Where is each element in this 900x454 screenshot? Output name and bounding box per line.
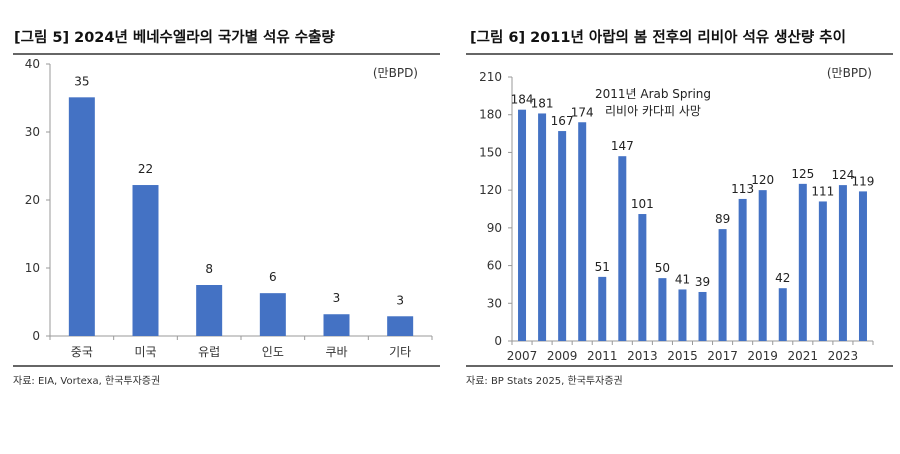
chart1-source: 자료: EIA, Vortexa, 한국투자증권 xyxy=(13,375,160,387)
y-tick-label: 210 xyxy=(479,70,502,84)
x-tick-label: 2019 xyxy=(747,349,778,363)
bar-유럽 xyxy=(196,285,223,336)
bar-2008 xyxy=(538,113,547,341)
x-tick-label: 인도 xyxy=(262,345,284,359)
y-tick-label: 40 xyxy=(25,57,40,71)
bar-2012 xyxy=(618,156,627,341)
x-tick-label: 중국 xyxy=(71,345,93,359)
y-tick-label: 0 xyxy=(32,329,40,343)
data-label: 50 xyxy=(655,261,670,275)
data-label: 174 xyxy=(571,105,594,119)
x-tick-label: 쿠바 xyxy=(325,345,347,359)
x-tick-label: 2011 xyxy=(587,349,618,363)
x-tick-label: 2013 xyxy=(627,349,658,363)
chart2-annotation-line1: 2011년 Arab Spring xyxy=(595,87,711,101)
data-label: 120 xyxy=(751,173,774,187)
data-label: 124 xyxy=(831,168,854,182)
bar-2018 xyxy=(738,198,747,341)
bar-중국 xyxy=(68,97,95,336)
bar-2019 xyxy=(758,190,767,341)
bar-2021 xyxy=(798,183,807,341)
y-tick-label: 10 xyxy=(25,261,40,275)
bar-인도 xyxy=(259,293,286,336)
x-tick-label: 2015 xyxy=(667,349,698,363)
y-tick-label: 30 xyxy=(25,125,40,139)
x-tick-label: 2017 xyxy=(707,349,738,363)
data-label: 167 xyxy=(551,114,574,128)
x-tick-label: 미국 xyxy=(134,345,156,359)
data-label: 119 xyxy=(852,174,875,188)
data-label: 3 xyxy=(333,291,341,305)
bar-쿠바 xyxy=(323,314,350,336)
data-label: 42 xyxy=(775,271,790,285)
bar-2007 xyxy=(518,109,527,341)
data-label: 125 xyxy=(791,167,814,181)
x-tick-label: 2007 xyxy=(507,349,538,363)
bar-2024 xyxy=(858,191,867,341)
chart2-plot: 0 30 60 90 120 150 180 210 184 2007 181 167 2009 174 5… xyxy=(479,70,874,363)
bar-2023 xyxy=(838,185,847,341)
data-label: 39 xyxy=(695,275,710,289)
x-tick-label: 2009 xyxy=(547,349,578,363)
y-tick-label: 180 xyxy=(479,108,502,122)
chart1-unit-label: (만BPD) xyxy=(373,66,418,80)
y-tick-label: 150 xyxy=(479,145,502,159)
chart1-title: [그림 5] 2024년 베네수엘라의 국가별 석유 수출량 xyxy=(14,28,335,46)
data-label: 184 xyxy=(511,93,534,107)
y-tick-label: 20 xyxy=(25,193,40,207)
bar-2009 xyxy=(558,131,567,341)
data-label: 111 xyxy=(811,184,834,198)
y-tick-label: 60 xyxy=(487,259,502,273)
data-label: 113 xyxy=(731,182,754,196)
y-tick-label: 30 xyxy=(487,296,502,310)
chart2-title: [그림 6] 2011년 아랍의 봄 전후의 리비아 석유 생산량 추이 xyxy=(470,28,846,46)
bar-기타 xyxy=(387,316,414,336)
bar-2017 xyxy=(718,229,727,341)
bar-2011 xyxy=(598,276,607,341)
data-label: 147 xyxy=(611,139,634,153)
bar-미국 xyxy=(132,185,159,336)
bar-2016 xyxy=(698,291,707,341)
data-label: 101 xyxy=(631,197,654,211)
bar-2020 xyxy=(778,288,787,341)
data-label: 6 xyxy=(269,270,277,284)
data-label: 35 xyxy=(74,74,89,88)
data-label: 181 xyxy=(531,96,554,110)
chart2-unit-label: (만BPD) xyxy=(827,66,872,80)
x-tick-label: 유럽 xyxy=(198,345,220,359)
chart1-plot: 0 10 20 30 40 35 중국 22 미국 8 유럽 6 인도 3 쿠바 3 기타 xyxy=(25,57,433,359)
bar-2022 xyxy=(818,201,827,341)
x-tick-label: 기타 xyxy=(389,345,411,359)
bar-2015 xyxy=(678,289,687,341)
bar-2010 xyxy=(578,122,587,341)
bar-2013 xyxy=(638,214,647,341)
bar-2014 xyxy=(658,278,667,341)
data-label: 8 xyxy=(205,262,213,276)
data-label: 89 xyxy=(715,212,730,226)
x-tick-label: 2021 xyxy=(788,349,819,363)
data-label: 3 xyxy=(396,293,404,307)
data-label: 51 xyxy=(595,260,610,274)
y-tick-label: 120 xyxy=(479,183,502,197)
chart2-source: 자료: BP Stats 2025, 한국투자증권 xyxy=(466,375,623,387)
data-label: 41 xyxy=(675,272,690,286)
y-tick-label: 90 xyxy=(487,221,502,235)
y-tick-label: 0 xyxy=(494,334,502,348)
data-label: 22 xyxy=(138,162,153,176)
chart2-annotation-line2: 리비아 카다피 사망 xyxy=(605,104,701,118)
x-tick-label: 2023 xyxy=(828,349,859,363)
